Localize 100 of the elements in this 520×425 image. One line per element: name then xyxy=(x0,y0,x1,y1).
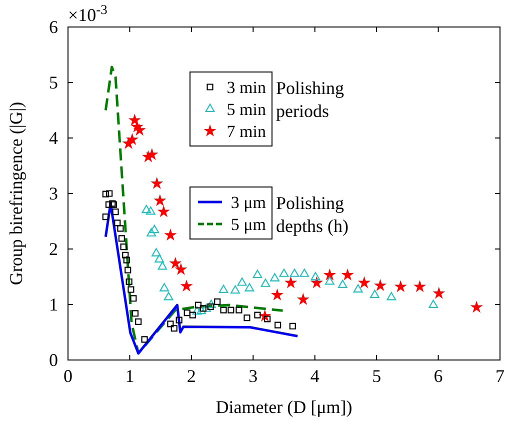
point xyxy=(353,284,363,292)
point xyxy=(272,290,282,300)
point xyxy=(434,288,444,298)
point xyxy=(176,264,186,274)
point xyxy=(176,316,182,324)
legend-label: 3 min xyxy=(226,78,266,97)
point xyxy=(152,248,161,256)
point xyxy=(338,280,348,288)
point xyxy=(270,273,280,282)
y-tick-label: 6 xyxy=(49,17,58,37)
x-tick-label: 3 xyxy=(248,366,258,386)
point xyxy=(244,283,254,292)
point xyxy=(290,268,300,277)
annotation: Polishing periods xyxy=(276,78,344,121)
point xyxy=(114,220,121,226)
point xyxy=(189,312,196,318)
point xyxy=(311,277,322,288)
point xyxy=(207,303,214,310)
point xyxy=(126,278,132,286)
point xyxy=(202,304,211,312)
point xyxy=(102,190,109,198)
point xyxy=(237,278,247,286)
point xyxy=(120,243,127,250)
point xyxy=(428,300,438,308)
x-tick-label: 0 xyxy=(64,366,72,386)
point xyxy=(150,224,160,234)
point xyxy=(244,314,250,322)
point xyxy=(206,300,216,308)
point xyxy=(141,336,148,343)
point xyxy=(386,292,396,300)
point xyxy=(289,322,296,330)
x-tick-label: 6 xyxy=(434,366,443,386)
point xyxy=(324,270,335,280)
point xyxy=(298,294,308,304)
y-tick-label: 1 xyxy=(49,294,58,314)
x-axis-title: Diameter (D [μm]) xyxy=(216,397,352,417)
point xyxy=(142,204,152,214)
point xyxy=(196,306,206,314)
point xyxy=(102,214,109,220)
point xyxy=(146,206,156,215)
point xyxy=(324,276,334,285)
x-tick-label: 7 xyxy=(496,366,504,386)
point xyxy=(375,280,386,290)
point xyxy=(154,254,164,262)
text: ×10$^{-3}$ xyxy=(68,2,108,25)
point xyxy=(218,284,228,294)
point xyxy=(358,277,370,288)
point xyxy=(184,310,190,316)
x-tick-label: 1 xyxy=(125,366,134,386)
legend-label: 5 min xyxy=(226,100,266,119)
point xyxy=(236,306,242,314)
point xyxy=(471,302,482,312)
y-axis-title: Group birefringence (|G|) xyxy=(6,102,26,286)
y-tick-label: 3 xyxy=(49,184,58,204)
point xyxy=(124,266,132,274)
point xyxy=(130,295,137,302)
point xyxy=(164,292,174,300)
point xyxy=(129,114,140,125)
point xyxy=(134,124,145,135)
x-tick-label: 5 xyxy=(372,366,382,386)
point xyxy=(167,320,174,328)
point xyxy=(123,256,130,264)
point xyxy=(170,325,178,332)
point xyxy=(230,285,240,294)
point xyxy=(132,310,139,317)
annotation: Polishing depths (h) xyxy=(276,193,348,236)
point xyxy=(135,318,142,325)
y-tick-label: 0 xyxy=(49,350,58,370)
point xyxy=(154,195,166,206)
point xyxy=(181,280,192,291)
point xyxy=(214,298,221,306)
point xyxy=(274,322,282,328)
point xyxy=(112,208,119,216)
legend-label: 5 μm xyxy=(230,215,266,234)
point xyxy=(286,277,296,288)
point xyxy=(152,178,162,188)
legend-label: 7 min xyxy=(226,122,266,141)
point xyxy=(220,306,227,314)
point xyxy=(158,206,169,216)
point xyxy=(228,306,234,314)
point xyxy=(395,281,406,292)
point xyxy=(300,268,310,277)
point xyxy=(106,190,113,197)
point xyxy=(194,302,202,308)
point xyxy=(158,261,168,270)
point xyxy=(170,258,181,268)
point xyxy=(105,201,112,208)
y-tick-label: 4 xyxy=(49,128,58,148)
point xyxy=(254,312,261,318)
point xyxy=(279,268,289,277)
point xyxy=(252,270,262,278)
legend-label: 3 μm xyxy=(230,193,266,212)
y-tick-label: 2 xyxy=(49,239,58,259)
point xyxy=(117,225,124,232)
point xyxy=(160,283,169,292)
point xyxy=(370,290,380,298)
point xyxy=(310,272,320,280)
point xyxy=(414,281,426,292)
point xyxy=(122,252,129,258)
point xyxy=(192,306,202,315)
